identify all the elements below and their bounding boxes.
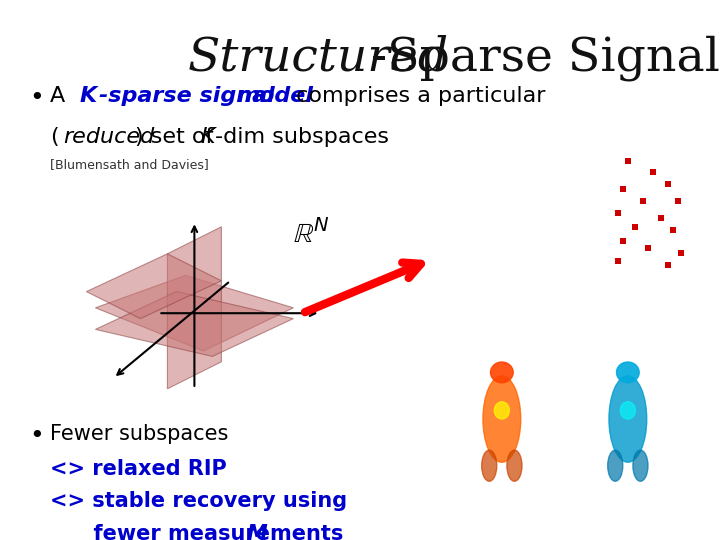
Polygon shape bbox=[86, 254, 222, 319]
Text: -Sparse Signals: -Sparse Signals bbox=[371, 35, 720, 81]
Polygon shape bbox=[95, 292, 294, 356]
Text: reduced: reduced bbox=[63, 127, 155, 147]
Ellipse shape bbox=[608, 450, 623, 481]
Polygon shape bbox=[168, 227, 222, 389]
Text: •: • bbox=[29, 424, 43, 448]
Text: K: K bbox=[79, 86, 96, 106]
Ellipse shape bbox=[482, 450, 497, 481]
Ellipse shape bbox=[494, 402, 510, 419]
Text: <> relaxed RIP: <> relaxed RIP bbox=[50, 459, 227, 479]
Text: <> stable recovery using: <> stable recovery using bbox=[50, 491, 348, 511]
Text: fewer measurements: fewer measurements bbox=[50, 524, 351, 540]
Ellipse shape bbox=[633, 450, 648, 481]
Text: K: K bbox=[200, 127, 215, 147]
Text: Fewer subspaces: Fewer subspaces bbox=[50, 424, 229, 444]
Text: M: M bbox=[247, 524, 268, 540]
Ellipse shape bbox=[616, 362, 639, 383]
Text: •: • bbox=[29, 86, 43, 110]
Text: comprises a particular: comprises a particular bbox=[289, 86, 546, 106]
Ellipse shape bbox=[507, 450, 522, 481]
Text: ) set of: ) set of bbox=[135, 127, 221, 147]
Polygon shape bbox=[95, 275, 294, 351]
FancyArrowPatch shape bbox=[305, 262, 420, 312]
Text: Structured: Structured bbox=[187, 35, 449, 80]
Text: [Blumensath and Davies]: [Blumensath and Davies] bbox=[50, 158, 209, 171]
Text: $\mathbb{R}^N$: $\mathbb{R}^N$ bbox=[294, 219, 330, 249]
Ellipse shape bbox=[621, 402, 635, 419]
Text: A: A bbox=[50, 86, 73, 106]
Ellipse shape bbox=[483, 376, 521, 462]
Text: -dim subspaces: -dim subspaces bbox=[215, 127, 389, 147]
Text: model: model bbox=[236, 86, 313, 106]
Ellipse shape bbox=[609, 376, 647, 462]
Ellipse shape bbox=[490, 362, 513, 383]
Text: -sparse signal: -sparse signal bbox=[99, 86, 283, 106]
Text: (: ( bbox=[50, 127, 59, 147]
